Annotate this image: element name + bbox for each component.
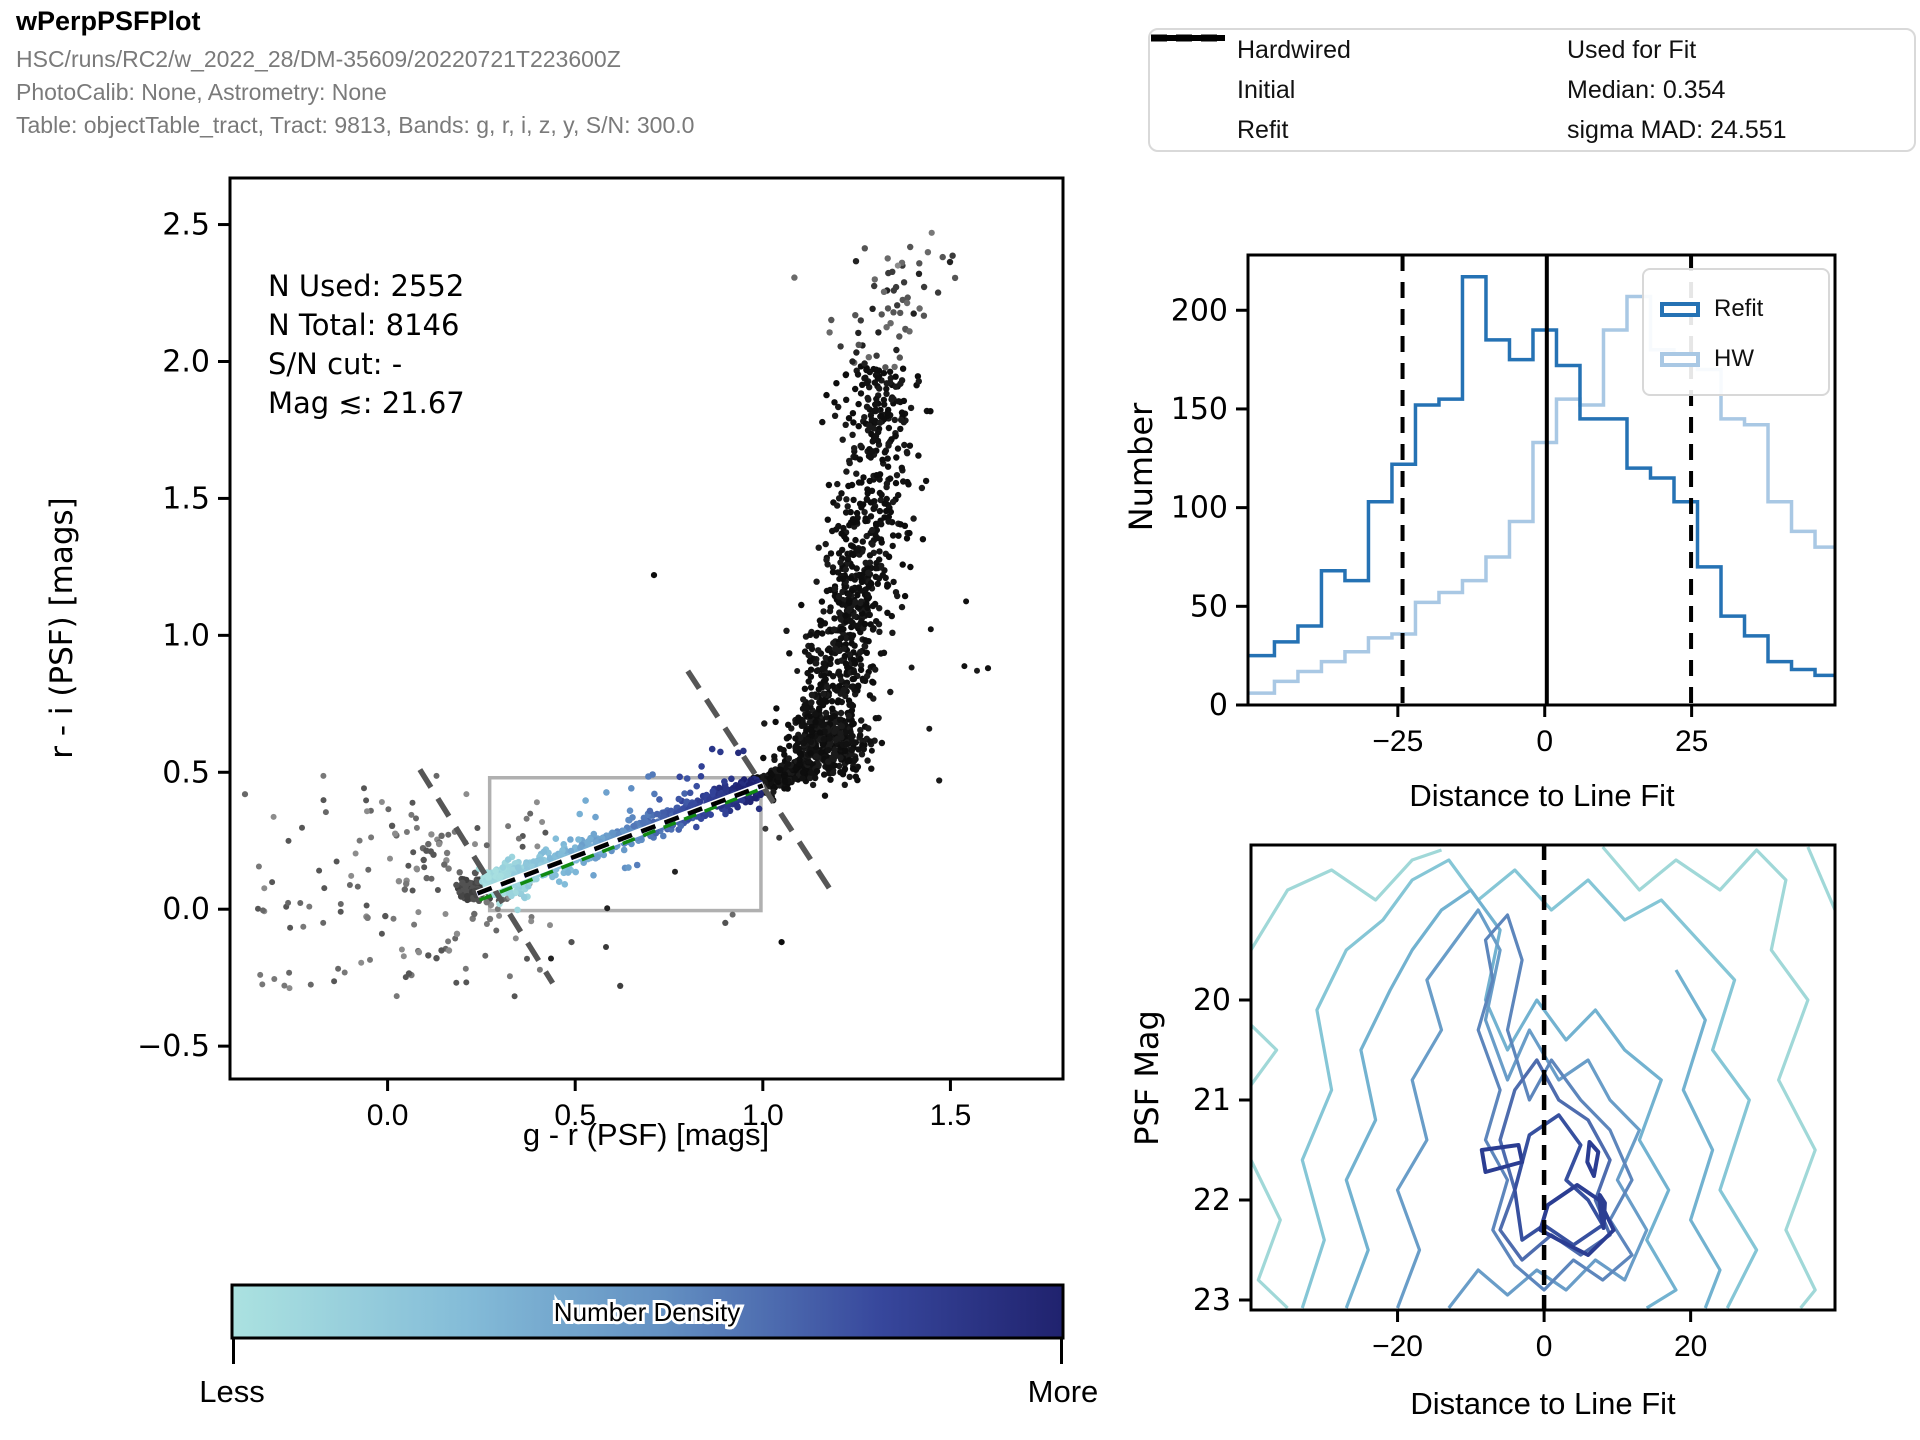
contour-paths	[1249, 845, 1837, 1310]
svg-text:20: 20	[1674, 1330, 1707, 1363]
plot-header: wPerpPSFPlot HSC/runs/RC2/w_2022_28/DM-3…	[16, 6, 694, 142]
colorbar-bar	[230, 1283, 1065, 1340]
histogram-legend-item-refit: Refit	[1660, 284, 1828, 334]
run-collection-line: HSC/runs/RC2/w_2022_28/DM-35609/20220721…	[16, 46, 621, 72]
legend-label-sigma-mad: sigma MAD: 24.551	[1567, 115, 1787, 144]
histogram-axes: −25 0 25 0 50 100 150 200	[1171, 253, 1837, 758]
figure-legend: Hardwired Initial Refit Used for Fit Med…	[1148, 28, 1916, 152]
svg-text:−0.5: −0.5	[137, 1029, 210, 1064]
svg-text:25: 25	[1675, 725, 1708, 758]
scatter-annotations: N Used: 2552 N Total: 8146 S/N cut: - Ma…	[268, 269, 465, 420]
plot-title: wPerpPSFPlot	[16, 6, 201, 36]
refit-histogram-swatch	[1660, 301, 1700, 317]
table-line: Table: objectTable_tract, Tract: 9813, B…	[16, 112, 695, 138]
colorbar-less-label: Less	[199, 1374, 264, 1409]
contour-ylabel: PSF Mag	[1128, 1010, 1166, 1146]
svg-text:0: 0	[1536, 725, 1553, 758]
legend-right-column: Used for Fit Median: 0.354 sigma MAD: 24…	[1151, 30, 1914, 150]
calib-line: PhotoCalib: None, Astrometry: None	[16, 79, 387, 105]
color-color-scatter-plot: 0.0 0.5 1.0 1.5 −0.5 0.0 0.5 1.0 1.5 2.0 2.5 g - r…	[44, 176, 1065, 1152]
fit-line-overlays	[417, 669, 837, 985]
legend-item-sigma-mad: sigma MAD: 24.551	[1151, 34, 1914, 150]
svg-text:22: 22	[1193, 1183, 1231, 1218]
svg-text:2.0: 2.0	[162, 344, 210, 379]
histogram-legend-item-hw: HW	[1660, 334, 1828, 384]
histogram-reference-lines	[1400, 255, 1694, 705]
legend-item-initial: Initial	[1151, 36, 1471, 110]
svg-text:0: 0	[1209, 688, 1228, 723]
legend-item-median: Median: 0.354	[1151, 35, 1914, 110]
svg-text:−25: −25	[1372, 725, 1423, 758]
svg-text:0.5: 0.5	[554, 1099, 596, 1132]
contour-axes: −20 0 20 20 21 22 23	[1193, 843, 1837, 1363]
svg-text:2.5: 2.5	[162, 208, 210, 243]
svg-text:1.0: 1.0	[162, 618, 210, 653]
histogram-ylabel: Number	[1122, 402, 1160, 531]
annotation-sn-cut: S/N cut: -	[268, 347, 402, 381]
scatter-axes: 0.0 0.5 1.0 1.5 −0.5 0.0 0.5 1.0 1.5 2.0 2.5	[137, 176, 1065, 1132]
histogram-legend-label-refit: Refit	[1714, 295, 1764, 322]
colorbar-more-label: More	[1028, 1374, 1099, 1409]
svg-text:200: 200	[1171, 293, 1228, 328]
histogram-legend-label-hw: HW	[1714, 345, 1754, 372]
fit-selection-box	[487, 776, 763, 913]
histogram-steps	[1248, 274, 1835, 695]
svg-text:100: 100	[1171, 491, 1228, 526]
legend-label-initial: Initial	[1237, 75, 1296, 104]
svg-text:1.5: 1.5	[162, 481, 210, 516]
colorbar-group: Number Density Less More	[199, 1283, 1099, 1409]
svg-text:1.0: 1.0	[742, 1099, 784, 1132]
svg-text:0.5: 0.5	[162, 755, 210, 790]
scatter-xlabel: g - r (PSF) [mags]	[523, 1117, 769, 1152]
legend-label-median: Median: 0.354	[1567, 75, 1726, 104]
scatter-ylabel: r - i (PSF) [mags]	[44, 497, 80, 759]
svg-text:−20: −20	[1372, 1330, 1423, 1363]
svg-text:50: 50	[1190, 589, 1228, 624]
legend-left-column: Hardwired Initial Refit	[1150, 30, 1471, 150]
histogram-xlabel: Distance to Line Fit	[1409, 778, 1675, 813]
annotation-n-used: N Used: 2552	[268, 269, 464, 303]
psfmag-contour-plot: −20 0 20 20 21 22 23 Distance to Line Fit PSF …	[1128, 843, 1837, 1421]
annotation-mag-cut: Mag ≲: 21.67	[268, 386, 465, 420]
legend-item-used-for-fit: Used for Fit	[1184, 30, 1914, 70]
svg-text:150: 150	[1171, 392, 1228, 427]
hw-histogram-swatch	[1660, 351, 1700, 367]
legend-item-refit: Refit	[1151, 36, 1471, 150]
scatter-points	[241, 229, 992, 1000]
svg-text:23: 23	[1193, 1283, 1231, 1318]
svg-text:0.0: 0.0	[162, 892, 210, 927]
legend-label-refit: Refit	[1237, 115, 1289, 144]
svg-text:21: 21	[1193, 1083, 1231, 1118]
legend-label-hardwired: Hardwired	[1237, 35, 1351, 64]
svg-text:20: 20	[1193, 983, 1231, 1018]
annotation-n-total: N Total: 8146	[268, 308, 459, 342]
svg-text:0: 0	[1536, 1330, 1553, 1363]
legend-label-used-for-fit: Used for Fit	[1567, 35, 1697, 64]
plot-subtitle: HSC/runs/RC2/w_2022_28/DM-35609/20220721…	[16, 43, 694, 142]
svg-text:1.5: 1.5	[930, 1099, 972, 1132]
histogram-legend: Refit HW	[1642, 268, 1830, 396]
contour-xlabel: Distance to Line Fit	[1410, 1386, 1676, 1421]
svg-text:0.0: 0.0	[367, 1099, 409, 1132]
colorbar-label: Number Density	[554, 1297, 740, 1327]
